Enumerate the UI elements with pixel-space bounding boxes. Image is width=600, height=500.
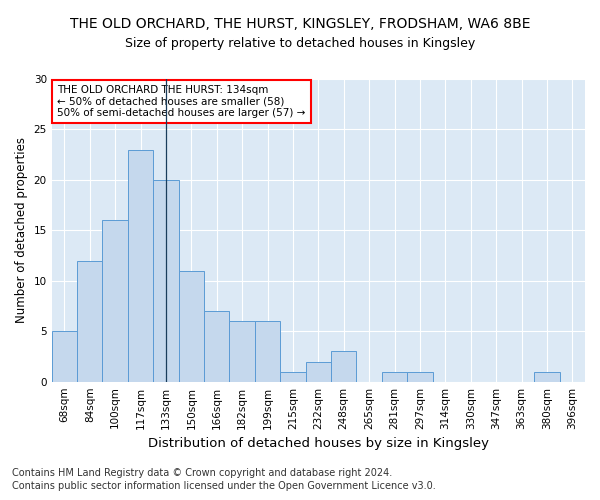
Text: THE OLD ORCHARD, THE HURST, KINGSLEY, FRODSHAM, WA6 8BE: THE OLD ORCHARD, THE HURST, KINGSLEY, FR…: [70, 18, 530, 32]
Y-axis label: Number of detached properties: Number of detached properties: [15, 138, 28, 324]
Bar: [77, 260, 103, 382]
Bar: [382, 372, 407, 382]
Bar: [229, 321, 255, 382]
Bar: [204, 311, 229, 382]
Text: Contains HM Land Registry data © Crown copyright and database right 2024.: Contains HM Land Registry data © Crown c…: [12, 468, 392, 477]
Bar: [255, 321, 280, 382]
Bar: [103, 220, 128, 382]
Bar: [534, 372, 560, 382]
Bar: [280, 372, 305, 382]
Text: THE OLD ORCHARD THE HURST: 134sqm
← 50% of detached houses are smaller (58)
50% : THE OLD ORCHARD THE HURST: 134sqm ← 50% …: [57, 85, 305, 118]
Bar: [331, 352, 356, 382]
Text: Contains public sector information licensed under the Open Government Licence v3: Contains public sector information licen…: [12, 481, 436, 491]
Bar: [407, 372, 433, 382]
Bar: [128, 150, 153, 382]
Bar: [153, 180, 179, 382]
X-axis label: Distribution of detached houses by size in Kingsley: Distribution of detached houses by size …: [148, 437, 489, 450]
Bar: [52, 331, 77, 382]
Bar: [179, 270, 204, 382]
Bar: [305, 362, 331, 382]
Text: Size of property relative to detached houses in Kingsley: Size of property relative to detached ho…: [125, 38, 475, 51]
